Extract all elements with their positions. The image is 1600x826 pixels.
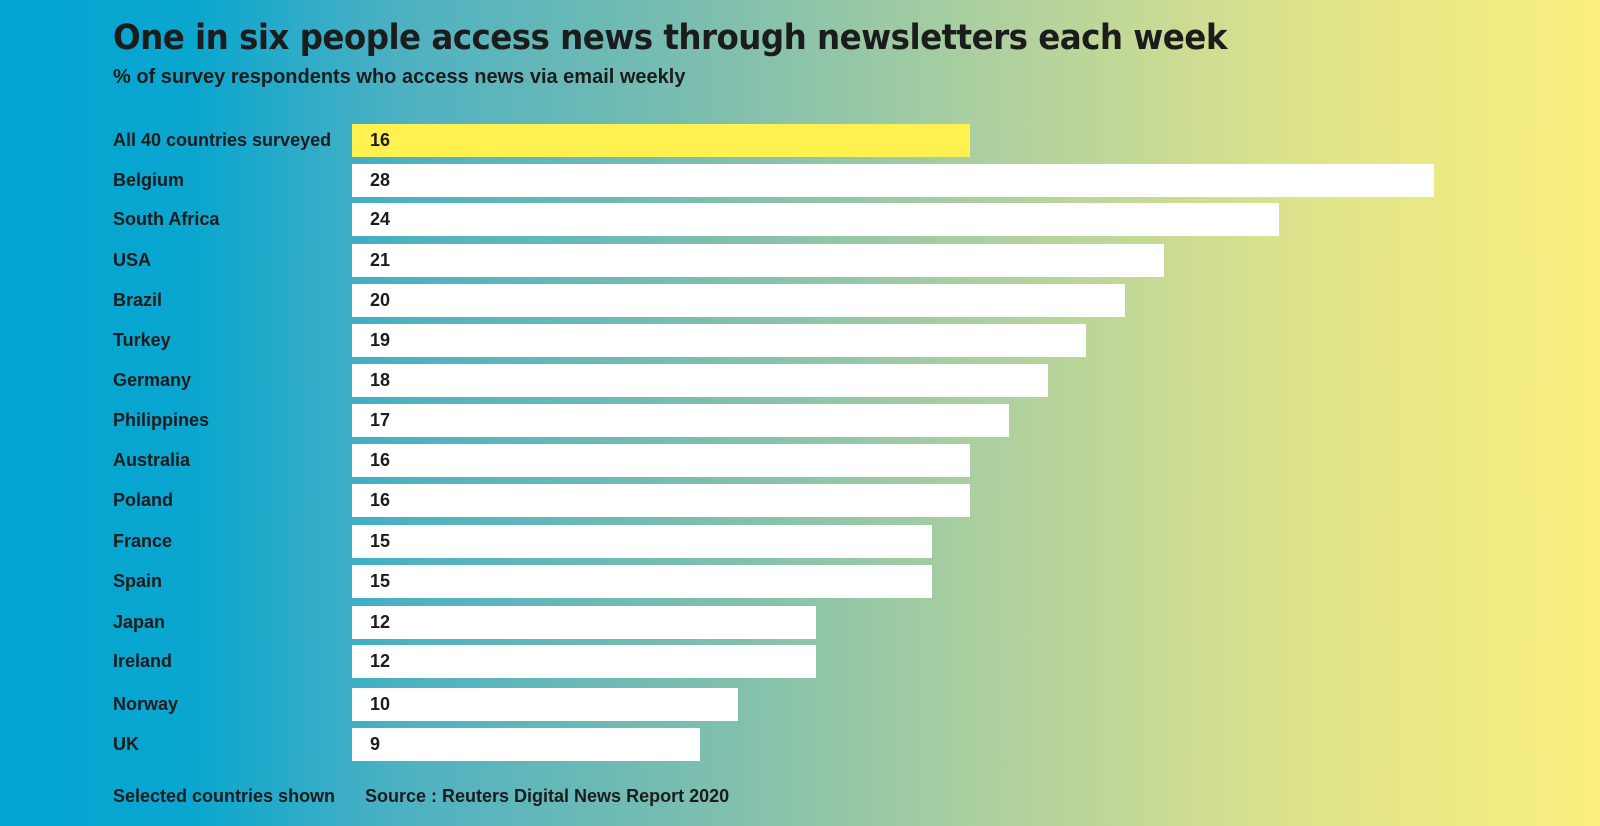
category-label: USA bbox=[113, 250, 152, 270]
bar bbox=[352, 364, 1048, 397]
data-label: 16 bbox=[370, 450, 391, 470]
data-label: 9 bbox=[370, 734, 381, 754]
bar bbox=[352, 444, 970, 477]
data-label: 20 bbox=[370, 290, 391, 310]
bar bbox=[352, 688, 738, 721]
chart-title: One in six people access news through ne… bbox=[113, 18, 1227, 58]
category-label: UK bbox=[113, 734, 139, 754]
category-label: South Africa bbox=[113, 209, 220, 229]
bar bbox=[352, 324, 1086, 357]
category-label: Belgium bbox=[113, 170, 185, 190]
bar bbox=[352, 728, 700, 761]
bar bbox=[352, 645, 816, 678]
bar bbox=[352, 244, 1164, 277]
category-label: Philippines bbox=[113, 410, 210, 430]
category-label: All 40 countries surveyed bbox=[113, 130, 332, 150]
data-label: 24 bbox=[370, 209, 391, 229]
data-label: 12 bbox=[370, 612, 391, 632]
data-label: 10 bbox=[370, 694, 391, 714]
data-label: 19 bbox=[370, 330, 391, 350]
category-label: France bbox=[113, 531, 173, 551]
data-label: 18 bbox=[370, 370, 391, 390]
category-label: Turkey bbox=[113, 330, 171, 350]
data-label: 15 bbox=[370, 571, 391, 591]
bar bbox=[352, 606, 816, 639]
category-label: Brazil bbox=[113, 290, 163, 310]
bar bbox=[352, 404, 1009, 437]
bar bbox=[352, 484, 970, 517]
data-label: 16 bbox=[370, 130, 391, 150]
bar bbox=[352, 284, 1125, 317]
category-label: Ireland bbox=[113, 651, 173, 671]
category-label: Spain bbox=[113, 571, 163, 591]
data-label: 15 bbox=[370, 531, 391, 551]
chart-subtitle: % of survey respondents who access news … bbox=[113, 66, 686, 88]
bar bbox=[352, 565, 932, 598]
category-label: Norway bbox=[113, 694, 179, 714]
bar bbox=[352, 164, 1434, 197]
category-label: Australia bbox=[113, 450, 191, 470]
footer-note: Selected countries shown bbox=[113, 786, 336, 806]
category-label: Japan bbox=[113, 612, 166, 632]
data-label: 16 bbox=[370, 490, 391, 510]
footer-source: Source : Reuters Digital News Report 202… bbox=[365, 786, 730, 806]
category-label: Germany bbox=[113, 370, 192, 390]
bar-highlight bbox=[352, 124, 970, 157]
data-label: 12 bbox=[370, 651, 391, 671]
bar bbox=[352, 203, 1279, 236]
data-label: 17 bbox=[370, 410, 391, 430]
data-label: 28 bbox=[370, 170, 391, 190]
category-label: Poland bbox=[113, 490, 174, 510]
bar bbox=[352, 525, 932, 558]
data-label: 21 bbox=[370, 250, 391, 270]
